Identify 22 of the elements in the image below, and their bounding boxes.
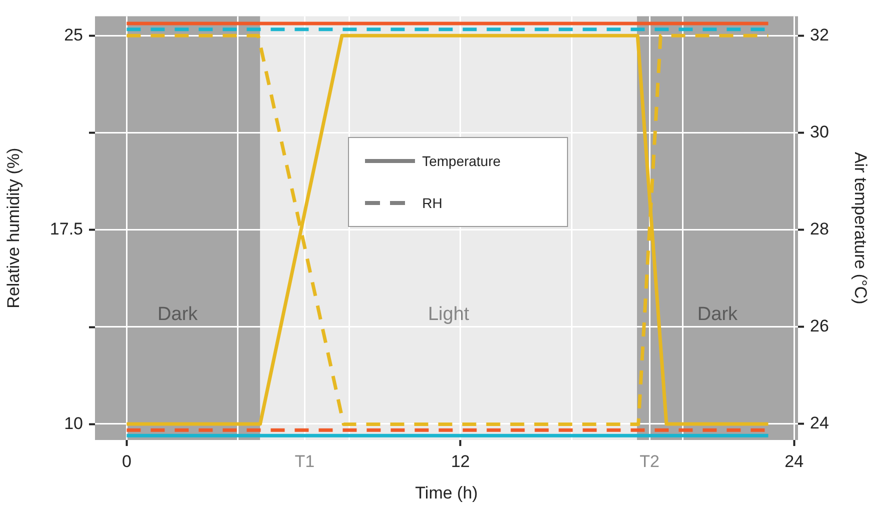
x-tick-label: 0: [122, 452, 132, 471]
y-axis-title: Relative humidity (%): [4, 148, 23, 308]
y-tick-label: 17.5: [50, 220, 83, 239]
band-label: Light: [428, 304, 470, 326]
y2-axis-title: Air temperature (°C): [851, 152, 870, 304]
y-tick-label: 10: [64, 414, 83, 433]
y2-tick-label: 26: [810, 316, 829, 336]
x-tick-label: 24: [784, 452, 804, 471]
x-tick-label: T1: [294, 452, 315, 471]
y2-tick-label: 30: [810, 122, 829, 142]
annotation: RH: [422, 194, 442, 211]
x-tick-label: 12: [450, 452, 470, 471]
y-tick-label: 25: [64, 25, 83, 44]
annotation: Temperature: [422, 152, 501, 169]
x-tick-label: T2: [640, 452, 660, 471]
x-axis-title: Time (h): [415, 483, 478, 502]
band-label: Dark: [158, 304, 198, 326]
band-label: Dark: [697, 304, 738, 326]
legend-box: Temperature RH: [348, 136, 568, 227]
y2-tick-label: 28: [810, 219, 829, 238]
y2-tick-label: 32: [810, 25, 829, 44]
y2-tick-label: 24: [810, 414, 829, 433]
